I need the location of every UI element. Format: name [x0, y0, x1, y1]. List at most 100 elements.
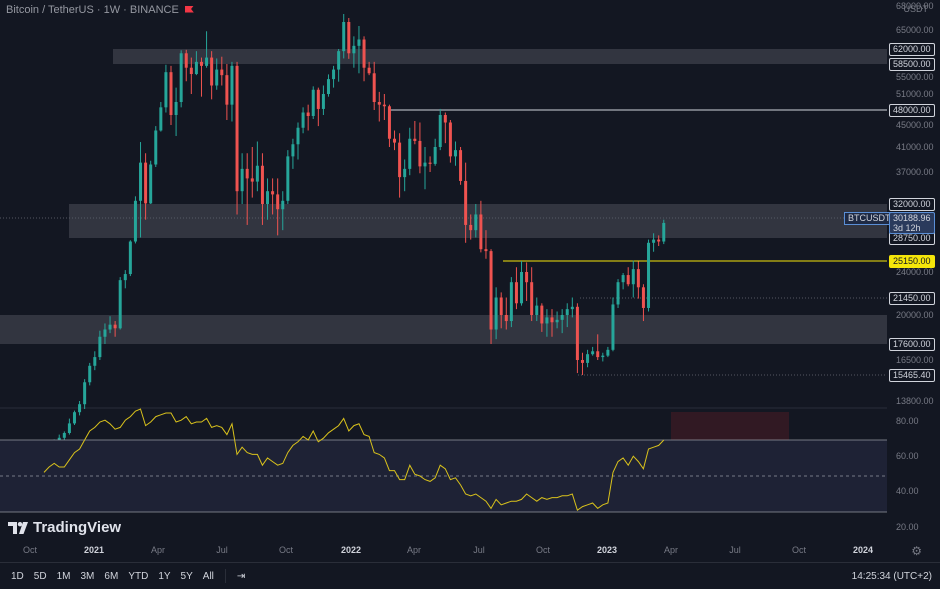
candle-body	[301, 112, 305, 128]
price-level-label[interactable]: 25150.00	[889, 255, 935, 268]
candle	[311, 86, 315, 119]
candle	[535, 297, 539, 322]
candle	[133, 196, 137, 244]
range-3m[interactable]: 3M	[80, 570, 95, 582]
candle-body	[494, 297, 498, 330]
candle	[438, 108, 442, 151]
candle	[215, 58, 219, 90]
range-1y[interactable]: 1Y	[158, 570, 171, 582]
candle	[179, 50, 183, 108]
price-level-label[interactable]: 48000.00	[889, 104, 935, 117]
candle	[580, 352, 584, 376]
range-ytd[interactable]: YTD	[128, 570, 149, 582]
goto-date-icon[interactable]: ⇥	[236, 570, 246, 582]
candle	[169, 65, 173, 125]
candle	[286, 150, 290, 204]
tradingview-logo[interactable]: TradingView	[8, 519, 121, 536]
candle	[550, 309, 554, 337]
symbol-tag: BTCUSDT	[844, 212, 895, 225]
candle-body	[174, 102, 178, 115]
candle	[555, 311, 559, 329]
candle	[67, 418, 71, 435]
price-level-label[interactable]: 32000.00	[889, 198, 935, 211]
candle-body	[509, 282, 513, 322]
candle-body	[641, 287, 645, 308]
candle-body	[255, 165, 259, 182]
settings-gear-icon[interactable]: ⚙	[911, 544, 922, 558]
candle	[235, 61, 239, 215]
candle	[377, 91, 381, 122]
candle	[72, 410, 76, 425]
candle-body	[144, 162, 148, 204]
current-price-label[interactable]: 30188.96 3d 12h	[889, 212, 935, 234]
candle-body	[123, 274, 127, 281]
candle-body	[555, 319, 559, 323]
candle	[418, 122, 422, 174]
candle-body	[459, 150, 463, 181]
candle	[657, 235, 661, 246]
range-1d[interactable]: 1D	[11, 570, 24, 582]
candle-body	[103, 329, 107, 337]
y-axis-tick: 65000.00	[896, 25, 934, 35]
candle-body	[535, 305, 539, 315]
candle	[641, 284, 645, 322]
candle-body	[606, 349, 610, 356]
candle-body	[596, 351, 600, 358]
candle	[474, 204, 478, 238]
candle-body	[636, 269, 640, 288]
range-all[interactable]: All	[202, 570, 214, 582]
y-axis-tick: 51000.00	[896, 89, 934, 99]
candle	[113, 321, 117, 337]
candle	[586, 349, 590, 368]
bottom-toolbar: 1D 5D 1M 3M 6M YTD 1Y 5Y All ⇥ 14:25:34 …	[0, 562, 940, 589]
candle-body	[448, 122, 452, 157]
candle	[448, 120, 452, 163]
candle	[276, 178, 280, 236]
price-level-label[interactable]: 62000.00	[889, 43, 935, 56]
candle-body	[271, 191, 275, 195]
sr-zone	[0, 315, 887, 344]
flag-icon[interactable]	[185, 6, 194, 15]
price-level-label[interactable]: 17600.00	[889, 338, 935, 351]
tradingview-logo-text: TradingView	[33, 519, 122, 536]
symbol-title[interactable]: Bitcoin / TetherUS · 1W · BINANCE	[6, 4, 179, 16]
range-6m[interactable]: 6M	[104, 570, 119, 582]
candle-body	[499, 297, 503, 315]
candle-body	[311, 89, 315, 116]
candle	[479, 200, 483, 253]
candle-body	[479, 214, 483, 250]
y-axis-tick: 41000.00	[896, 142, 934, 152]
clock[interactable]: 14:25:34 (UTC+2)	[851, 570, 932, 582]
x-axis-tick: Jul	[473, 545, 485, 555]
range-5y[interactable]: 5Y	[180, 570, 193, 582]
candle	[464, 162, 468, 243]
candle	[514, 267, 518, 310]
candle-body	[377, 102, 381, 105]
candle	[210, 51, 214, 100]
candle-body	[62, 433, 66, 438]
candle-body	[621, 275, 625, 283]
candle	[194, 51, 198, 76]
candle-body	[225, 75, 229, 105]
candle	[565, 303, 569, 328]
candle	[225, 64, 229, 120]
price-level-label[interactable]: 58500.00	[889, 58, 935, 71]
range-1m[interactable]: 1M	[56, 570, 71, 582]
candle-body	[169, 72, 173, 115]
candle	[250, 147, 254, 198]
candle-body	[570, 306, 574, 310]
candle	[98, 330, 102, 360]
x-axis-tick: 2023	[597, 545, 617, 555]
x-axis-tick: Oct	[536, 545, 551, 555]
x-axis-tick: 2022	[341, 545, 361, 555]
price-level-label[interactable]: 21450.00	[889, 292, 935, 305]
price-level-label[interactable]: 15465.40	[889, 369, 935, 382]
candle-body	[443, 115, 447, 123]
candle	[433, 138, 437, 166]
candle-body	[540, 305, 544, 324]
candle-body	[194, 61, 198, 75]
candle-body	[662, 222, 666, 242]
range-5d[interactable]: 5D	[33, 570, 47, 582]
candle	[164, 64, 168, 113]
